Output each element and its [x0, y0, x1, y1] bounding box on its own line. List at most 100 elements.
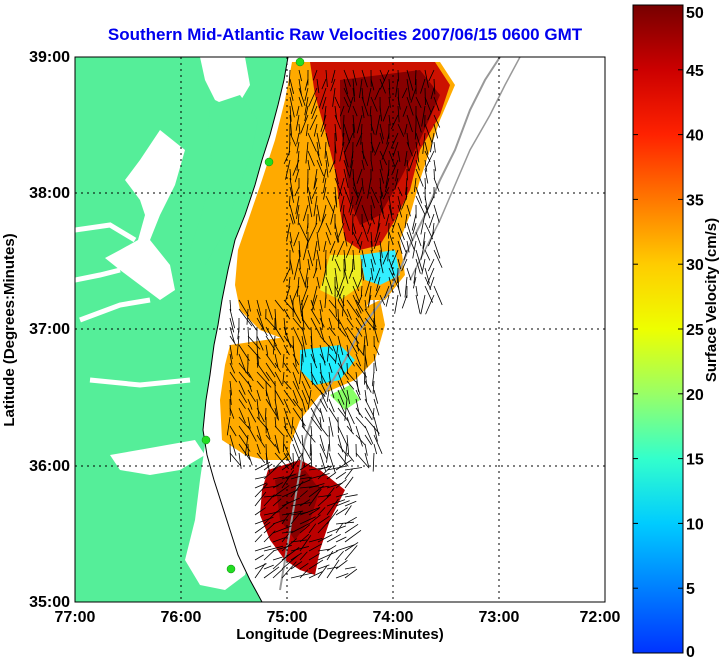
velocity-vector: [313, 240, 318, 261]
velocity-vector: [373, 389, 379, 404]
colorbar-label: Surface Velocity (cm/s): [703, 218, 720, 382]
velocity-vector: [322, 177, 327, 193]
colorbar-tick-label: 25: [686, 322, 704, 339]
velocity-vector: [307, 249, 314, 267]
velocity-vector: [308, 571, 323, 579]
velocity-vector: [316, 78, 320, 94]
velocity-vector: [238, 452, 242, 469]
velocity-vector: [265, 344, 269, 356]
velocity-vector: [307, 186, 313, 205]
y-tick-label: 37:00: [29, 321, 70, 338]
velocity-vector: [420, 213, 426, 235]
velocity-vector: [317, 548, 330, 552]
velocity-vector: [406, 69, 414, 91]
velocity-vector: [429, 132, 435, 153]
velocity-vector: [379, 240, 383, 258]
velocity-vector: [319, 443, 328, 460]
velocity-vector: [289, 213, 294, 225]
velocity-vector: [335, 500, 350, 507]
velocity-vector: [346, 407, 355, 425]
velocity-vector: [379, 69, 390, 90]
velocity-vector: [305, 123, 309, 137]
velocity-vector: [256, 299, 262, 317]
velocity-vector: [289, 186, 295, 203]
velocity-vector: [403, 249, 408, 261]
velocity-vector: [433, 177, 440, 192]
velocity-vector: [343, 123, 351, 144]
velocity-vector: [283, 416, 287, 429]
velocity-vector: [370, 240, 373, 252]
velocity-vector: [373, 434, 383, 454]
velocity-vector: [263, 511, 278, 525]
velocity-vector: [312, 267, 318, 279]
velocity-vector: [348, 267, 354, 279]
velocity-vector: [406, 78, 411, 101]
velocity-vector: [292, 344, 297, 367]
velocity-vector: [388, 195, 393, 216]
velocity-vector: [292, 353, 300, 366]
x-tick-label: 75:00: [267, 609, 308, 626]
velocity-vector: [334, 258, 341, 272]
velocity-vector: [382, 186, 390, 200]
velocity-vector: [355, 416, 366, 429]
velocity-vector: [329, 159, 336, 173]
velocity-vector: [343, 249, 347, 272]
velocity-vector: [256, 407, 265, 423]
velocity-vector: [375, 276, 381, 292]
velocity-vector: [337, 222, 345, 240]
velocity-vector: [344, 516, 357, 525]
velocity-vector: [319, 425, 329, 437]
velocity-vector: [319, 308, 324, 329]
velocity-vector: [310, 425, 313, 437]
velocity-vector: [424, 285, 434, 303]
velocity-vector: [414, 69, 417, 86]
velocity-vector: [229, 380, 233, 396]
velocity-vector: [355, 353, 361, 367]
velocity-vector: [334, 141, 337, 154]
velocity-vector: [324, 141, 327, 159]
velocity-vector: [281, 497, 300, 507]
velocity-vector: [346, 335, 358, 355]
velocity-vector: [301, 326, 307, 345]
velocity-vector: [283, 362, 291, 374]
velocity-vector: [229, 452, 242, 467]
velocity-vector: [308, 488, 322, 507]
velocity-vector: [298, 240, 301, 258]
velocity-vector: [364, 398, 375, 417]
velocity-vector: [328, 407, 339, 423]
velocity-vector: [289, 132, 297, 147]
velocity-vector: [295, 114, 300, 131]
velocity-vector: [317, 213, 327, 233]
velocity-vector: [424, 69, 429, 88]
velocity-vector: [344, 443, 348, 465]
velocity-vector: [345, 240, 354, 258]
velocity-vector: [272, 476, 285, 480]
velocity-vector: [265, 425, 271, 440]
velocity-vector: [397, 222, 405, 241]
velocity-vector: [281, 513, 290, 525]
velocity-vector: [298, 249, 301, 270]
velocity-vector: [346, 344, 350, 358]
velocity-vector: [355, 425, 363, 447]
velocity-vector: [272, 454, 289, 471]
velocity-vector: [292, 443, 300, 461]
velocity-vector: [421, 258, 426, 275]
velocity-vector: [256, 389, 261, 401]
velocity-vector: [343, 159, 350, 177]
velocity-vector: [247, 371, 254, 382]
velocity-vector: [229, 308, 236, 329]
velocity-vector: [342, 204, 345, 224]
velocity-vector: [352, 114, 356, 133]
velocity-vector: [281, 461, 295, 471]
velocity-vector: [254, 476, 267, 480]
velocity-vector: [301, 317, 310, 330]
velocity-vector: [320, 114, 327, 132]
velocity-vector: [337, 452, 349, 467]
velocity-vector: [317, 515, 330, 525]
velocity-vector: [292, 326, 303, 347]
velocity-vector: [265, 371, 277, 387]
velocity-vector: [317, 485, 330, 489]
velocity-vector: [229, 371, 238, 383]
velocity-vector: [415, 285, 418, 297]
velocity-vector: [325, 132, 330, 147]
